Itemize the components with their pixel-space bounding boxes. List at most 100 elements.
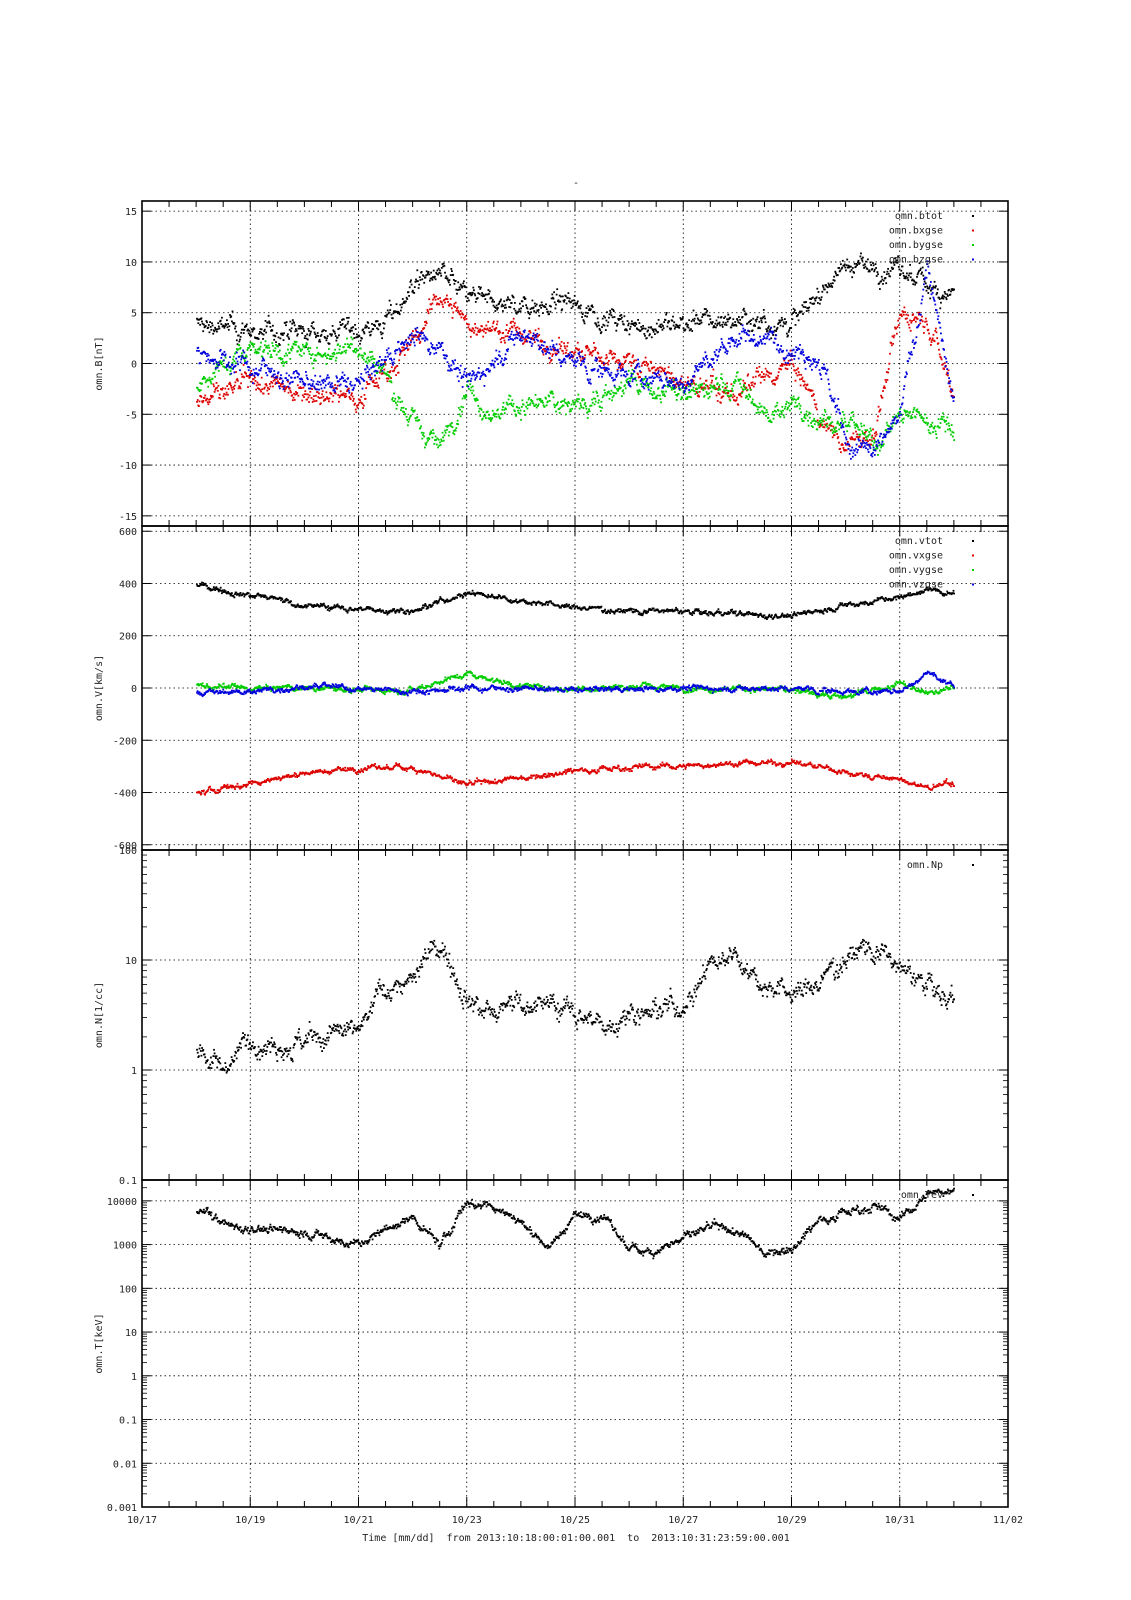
data-point <box>281 332 284 335</box>
data-point <box>439 269 441 272</box>
data-point <box>665 372 667 375</box>
data-point <box>744 340 747 342</box>
data-point <box>199 389 202 392</box>
data-point <box>864 429 867 431</box>
data-point <box>387 347 390 350</box>
data-point <box>756 316 759 318</box>
data-point <box>336 387 338 390</box>
data-point <box>769 328 771 331</box>
data-point <box>734 341 737 344</box>
y-tick-label: 5 <box>131 309 137 320</box>
data-point <box>862 256 864 259</box>
data-point <box>729 337 732 340</box>
data-point <box>333 351 335 354</box>
data-point <box>636 389 639 392</box>
data-point <box>417 331 419 334</box>
data-point <box>947 428 949 431</box>
data-point <box>875 275 878 277</box>
data-point <box>274 335 277 338</box>
data-point <box>813 417 816 420</box>
data-point <box>221 388 224 391</box>
data-point <box>356 379 358 382</box>
data-point <box>893 264 896 266</box>
data-point <box>355 377 358 380</box>
data-point <box>763 407 766 410</box>
data-point <box>646 330 649 333</box>
data-point <box>345 395 348 398</box>
data-point <box>387 377 390 380</box>
data-point <box>772 330 774 333</box>
data-point <box>212 372 215 375</box>
data-point <box>302 328 305 330</box>
data-point <box>715 319 718 322</box>
data-point <box>443 265 446 267</box>
data-point <box>856 451 859 454</box>
data-point <box>482 293 485 296</box>
data-point <box>250 374 253 376</box>
data-point <box>640 385 643 388</box>
data-point <box>621 320 624 323</box>
data-point <box>370 372 373 375</box>
data-point <box>945 423 948 426</box>
data-point <box>299 348 302 351</box>
data-point <box>820 419 823 422</box>
data-point <box>748 393 750 396</box>
data-point <box>721 378 723 381</box>
data-point <box>371 366 374 368</box>
data-point <box>449 369 451 372</box>
data-point <box>322 382 325 384</box>
data-point <box>787 362 789 364</box>
data-point <box>437 438 440 441</box>
data-point <box>810 298 812 300</box>
data-point <box>851 267 854 269</box>
data-point <box>255 367 257 370</box>
data-point <box>459 371 461 374</box>
data-point <box>628 382 631 385</box>
data-point <box>334 392 337 395</box>
data-point <box>252 329 254 331</box>
data-point <box>753 403 756 406</box>
data-point <box>941 296 944 299</box>
data-point <box>383 322 386 325</box>
data-point <box>751 339 754 341</box>
data-point <box>662 386 664 389</box>
data-point <box>421 337 424 340</box>
data-point <box>583 322 586 325</box>
data-point <box>565 349 568 352</box>
data-point <box>800 352 803 355</box>
data-point <box>731 336 733 339</box>
data-point <box>240 355 243 357</box>
data-point <box>452 430 455 432</box>
data-point <box>938 348 940 351</box>
data-point <box>505 349 508 351</box>
data-point <box>473 329 476 332</box>
data-point <box>252 382 254 385</box>
data-point <box>684 393 687 395</box>
data-point <box>271 382 274 384</box>
data-point <box>259 389 262 392</box>
data-point <box>214 326 216 329</box>
data-point <box>434 347 436 349</box>
data-point <box>797 396 800 399</box>
data-point <box>457 309 460 312</box>
data-point <box>693 374 695 377</box>
data-point <box>527 336 529 338</box>
data-point <box>488 290 491 293</box>
data-point <box>464 286 466 288</box>
data-point <box>676 326 679 328</box>
data-point <box>400 350 403 353</box>
data-point <box>919 319 922 322</box>
data-point <box>646 364 649 367</box>
data-point <box>923 326 926 329</box>
data-point <box>634 377 636 380</box>
data-point <box>246 349 249 351</box>
data-point <box>364 324 367 327</box>
data-point <box>505 324 508 326</box>
data-point <box>866 444 869 446</box>
data-point <box>847 264 850 267</box>
data-point <box>858 433 860 436</box>
data-point <box>469 372 471 375</box>
data-point <box>716 383 718 386</box>
data-point <box>376 385 379 388</box>
data-point <box>447 424 449 427</box>
